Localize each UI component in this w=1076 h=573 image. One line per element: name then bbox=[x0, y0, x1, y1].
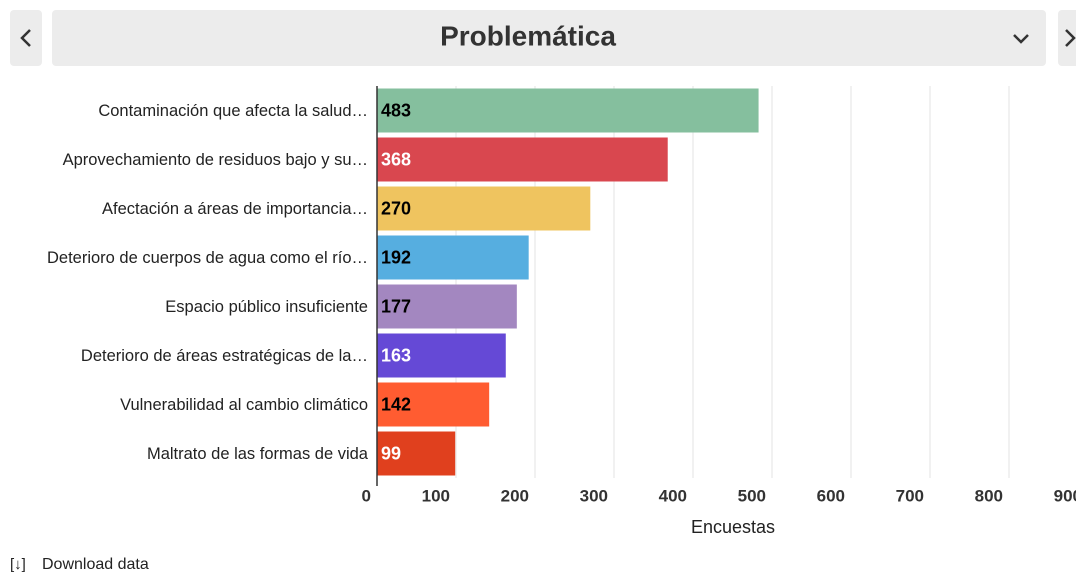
prev-button[interactable] bbox=[10, 10, 42, 66]
y-tick-label: Vulnerabilidad al cambio climático bbox=[120, 396, 368, 414]
chart-title: Problemática bbox=[440, 20, 616, 51]
dropdown-icon bbox=[1013, 34, 1029, 44]
x-tick-label: 800 bbox=[975, 486, 1003, 505]
y-tick-label: Aprovechamiento de residuos bajo y su… bbox=[63, 151, 368, 169]
bar bbox=[377, 186, 591, 231]
download-icon[interactable]: [↓] bbox=[10, 556, 26, 573]
bar bbox=[377, 88, 759, 133]
y-tick-label: Deterioro de cuerpos de agua como el río… bbox=[47, 249, 368, 267]
next-icon bbox=[1065, 29, 1076, 47]
x-tick-label: 900 bbox=[1054, 486, 1076, 505]
x-tick-label: 200 bbox=[501, 486, 529, 505]
bar bbox=[377, 431, 456, 476]
bar bbox=[377, 333, 506, 378]
x-tick-label: 400 bbox=[659, 486, 687, 505]
x-tick-label: 600 bbox=[817, 486, 845, 505]
x-tick-label: 0 bbox=[362, 486, 371, 505]
download-link[interactable]: Download data bbox=[42, 556, 149, 573]
data-label: 177 bbox=[381, 296, 411, 316]
y-tick-label: Maltrato de las formas de vida bbox=[147, 445, 369, 463]
y-tick-label: Contaminación que afecta la salud… bbox=[98, 102, 368, 120]
data-label: 368 bbox=[381, 149, 411, 169]
data-label: 192 bbox=[381, 247, 411, 267]
y-tick-label: Espacio público insuficiente bbox=[165, 298, 368, 316]
y-tick-label: Afectación a áreas de importancia… bbox=[102, 200, 368, 218]
bar bbox=[377, 235, 529, 280]
title-bar[interactable] bbox=[52, 10, 1046, 66]
data-label: 163 bbox=[381, 345, 411, 365]
data-label: 483 bbox=[381, 100, 411, 120]
x-tick-label: 700 bbox=[896, 486, 924, 505]
data-label: 99 bbox=[381, 443, 401, 463]
y-tick-label: Deterioro de áreas estratégicas de la… bbox=[81, 347, 368, 365]
data-label: 270 bbox=[381, 198, 411, 218]
bar bbox=[377, 382, 490, 427]
plot: 0 100 200 300 400 500 600 700 800 900 483 Contamina… bbox=[47, 86, 1076, 505]
x-axis-label: Encuestas bbox=[691, 517, 775, 537]
data-label: 142 bbox=[381, 394, 411, 414]
prev-icon bbox=[20, 29, 31, 47]
x-tick-label: 500 bbox=[738, 486, 766, 505]
bar bbox=[377, 284, 517, 329]
x-tick-label: 100 bbox=[422, 486, 450, 505]
x-tick-label: 300 bbox=[580, 486, 608, 505]
next-button[interactable] bbox=[1058, 10, 1076, 66]
bar bbox=[377, 137, 668, 182]
